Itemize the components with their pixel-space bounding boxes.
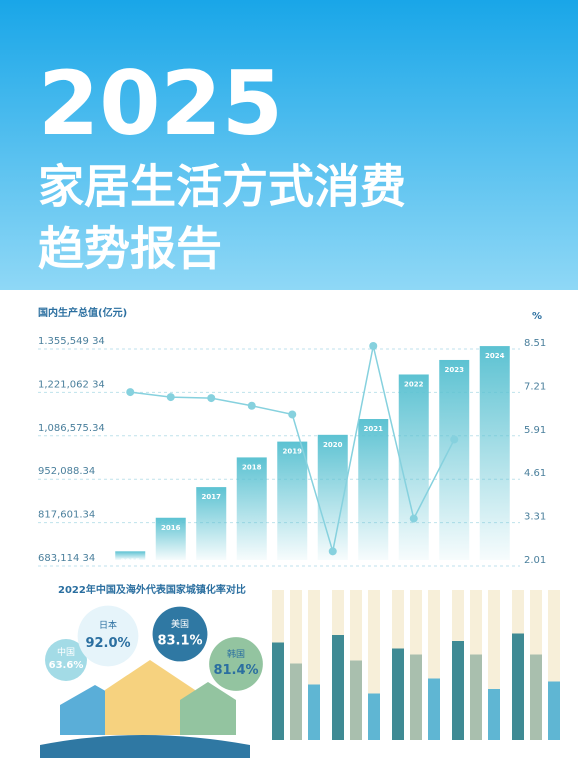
bar-label: 2021: [364, 425, 384, 433]
y2-tick-label: 3.31: [524, 512, 546, 523]
bubble-value: 63.6%: [49, 660, 84, 671]
bubble: [152, 606, 208, 662]
y2-tick-label: 5.91: [524, 425, 546, 436]
chart-title: 2022年中国及海外代表国家城镇化率对比: [58, 583, 246, 596]
line-point: [369, 342, 378, 351]
line-point: [328, 547, 337, 556]
bubble-value: 83.1%: [157, 633, 202, 648]
bar-label: 2016: [161, 524, 181, 532]
line-point: [409, 514, 418, 523]
bar: [398, 374, 429, 560]
y-tick-label: 952,088.34: [38, 466, 95, 477]
bar: [479, 346, 510, 560]
bubble-value: 92.0%: [85, 636, 130, 651]
y2-tick-label: 8.51: [524, 338, 546, 349]
ground: [40, 735, 250, 758]
bar: [115, 551, 146, 560]
bar: [196, 487, 227, 560]
y2-tick-label: 4.61: [524, 468, 546, 479]
header-year: 2025: [38, 52, 283, 155]
bar: [368, 693, 380, 740]
y2-tick-label: 2.01: [524, 555, 546, 566]
bubble: [77, 605, 139, 667]
bubble-label: 中国: [57, 646, 75, 658]
bubble-label: 韩国: [227, 648, 245, 660]
bar: [512, 633, 524, 740]
y-tick-label: 817,601.34: [38, 510, 95, 521]
bar: [488, 689, 500, 740]
bar: [410, 654, 422, 740]
y2-axis-label: %: [532, 311, 542, 322]
bar-label: 2015: [121, 557, 141, 565]
bar: [155, 517, 186, 560]
line-point: [247, 401, 256, 410]
bar: [470, 654, 482, 740]
bar: [548, 681, 560, 740]
bar: [350, 660, 362, 740]
bubble: [45, 639, 87, 681]
bar-label: 2017: [202, 493, 222, 501]
line-point: [450, 435, 459, 444]
bar-label: 2022: [404, 380, 424, 388]
bar: [332, 635, 344, 740]
bar-label: 2018: [242, 463, 262, 471]
bar: [452, 641, 464, 740]
bar-label: 2020: [323, 441, 343, 449]
bar-label: 2024: [485, 352, 505, 360]
y-tick-label: 683,114 34: [38, 553, 95, 564]
bar: [308, 684, 320, 740]
bubble-value: 81.4%: [213, 663, 258, 678]
y2-tick-label: 7.21: [524, 381, 546, 392]
bar-label: 2019: [283, 448, 303, 456]
bar: [358, 419, 389, 560]
y-tick-label: 1,221,062 34: [38, 379, 105, 390]
y-tick-label: 1.355,549 34: [38, 336, 105, 347]
line-point: [166, 393, 175, 402]
bar: [290, 663, 302, 740]
bar: [428, 678, 440, 740]
bar: [277, 441, 308, 560]
header-title: 趋势报告: [38, 222, 222, 276]
house: [180, 682, 236, 735]
line-point: [207, 394, 216, 403]
header-background: [0, 0, 578, 290]
bar-label: 2023: [445, 366, 465, 374]
bar: [272, 642, 284, 740]
bar: [392, 648, 404, 740]
bar: [236, 457, 267, 560]
line-point: [126, 388, 135, 397]
bubble-label: 美国: [171, 618, 189, 630]
bubble-label: 日本: [99, 619, 117, 631]
bubble: [209, 637, 263, 691]
bar: [530, 654, 542, 740]
header-title: 家居生活方式消费: [38, 160, 406, 214]
y-tick-label: 1,086,575.34: [38, 423, 105, 434]
line-point: [288, 410, 297, 419]
y-axis-label: 国内生产总值(亿元): [38, 306, 127, 319]
house: [105, 660, 195, 735]
